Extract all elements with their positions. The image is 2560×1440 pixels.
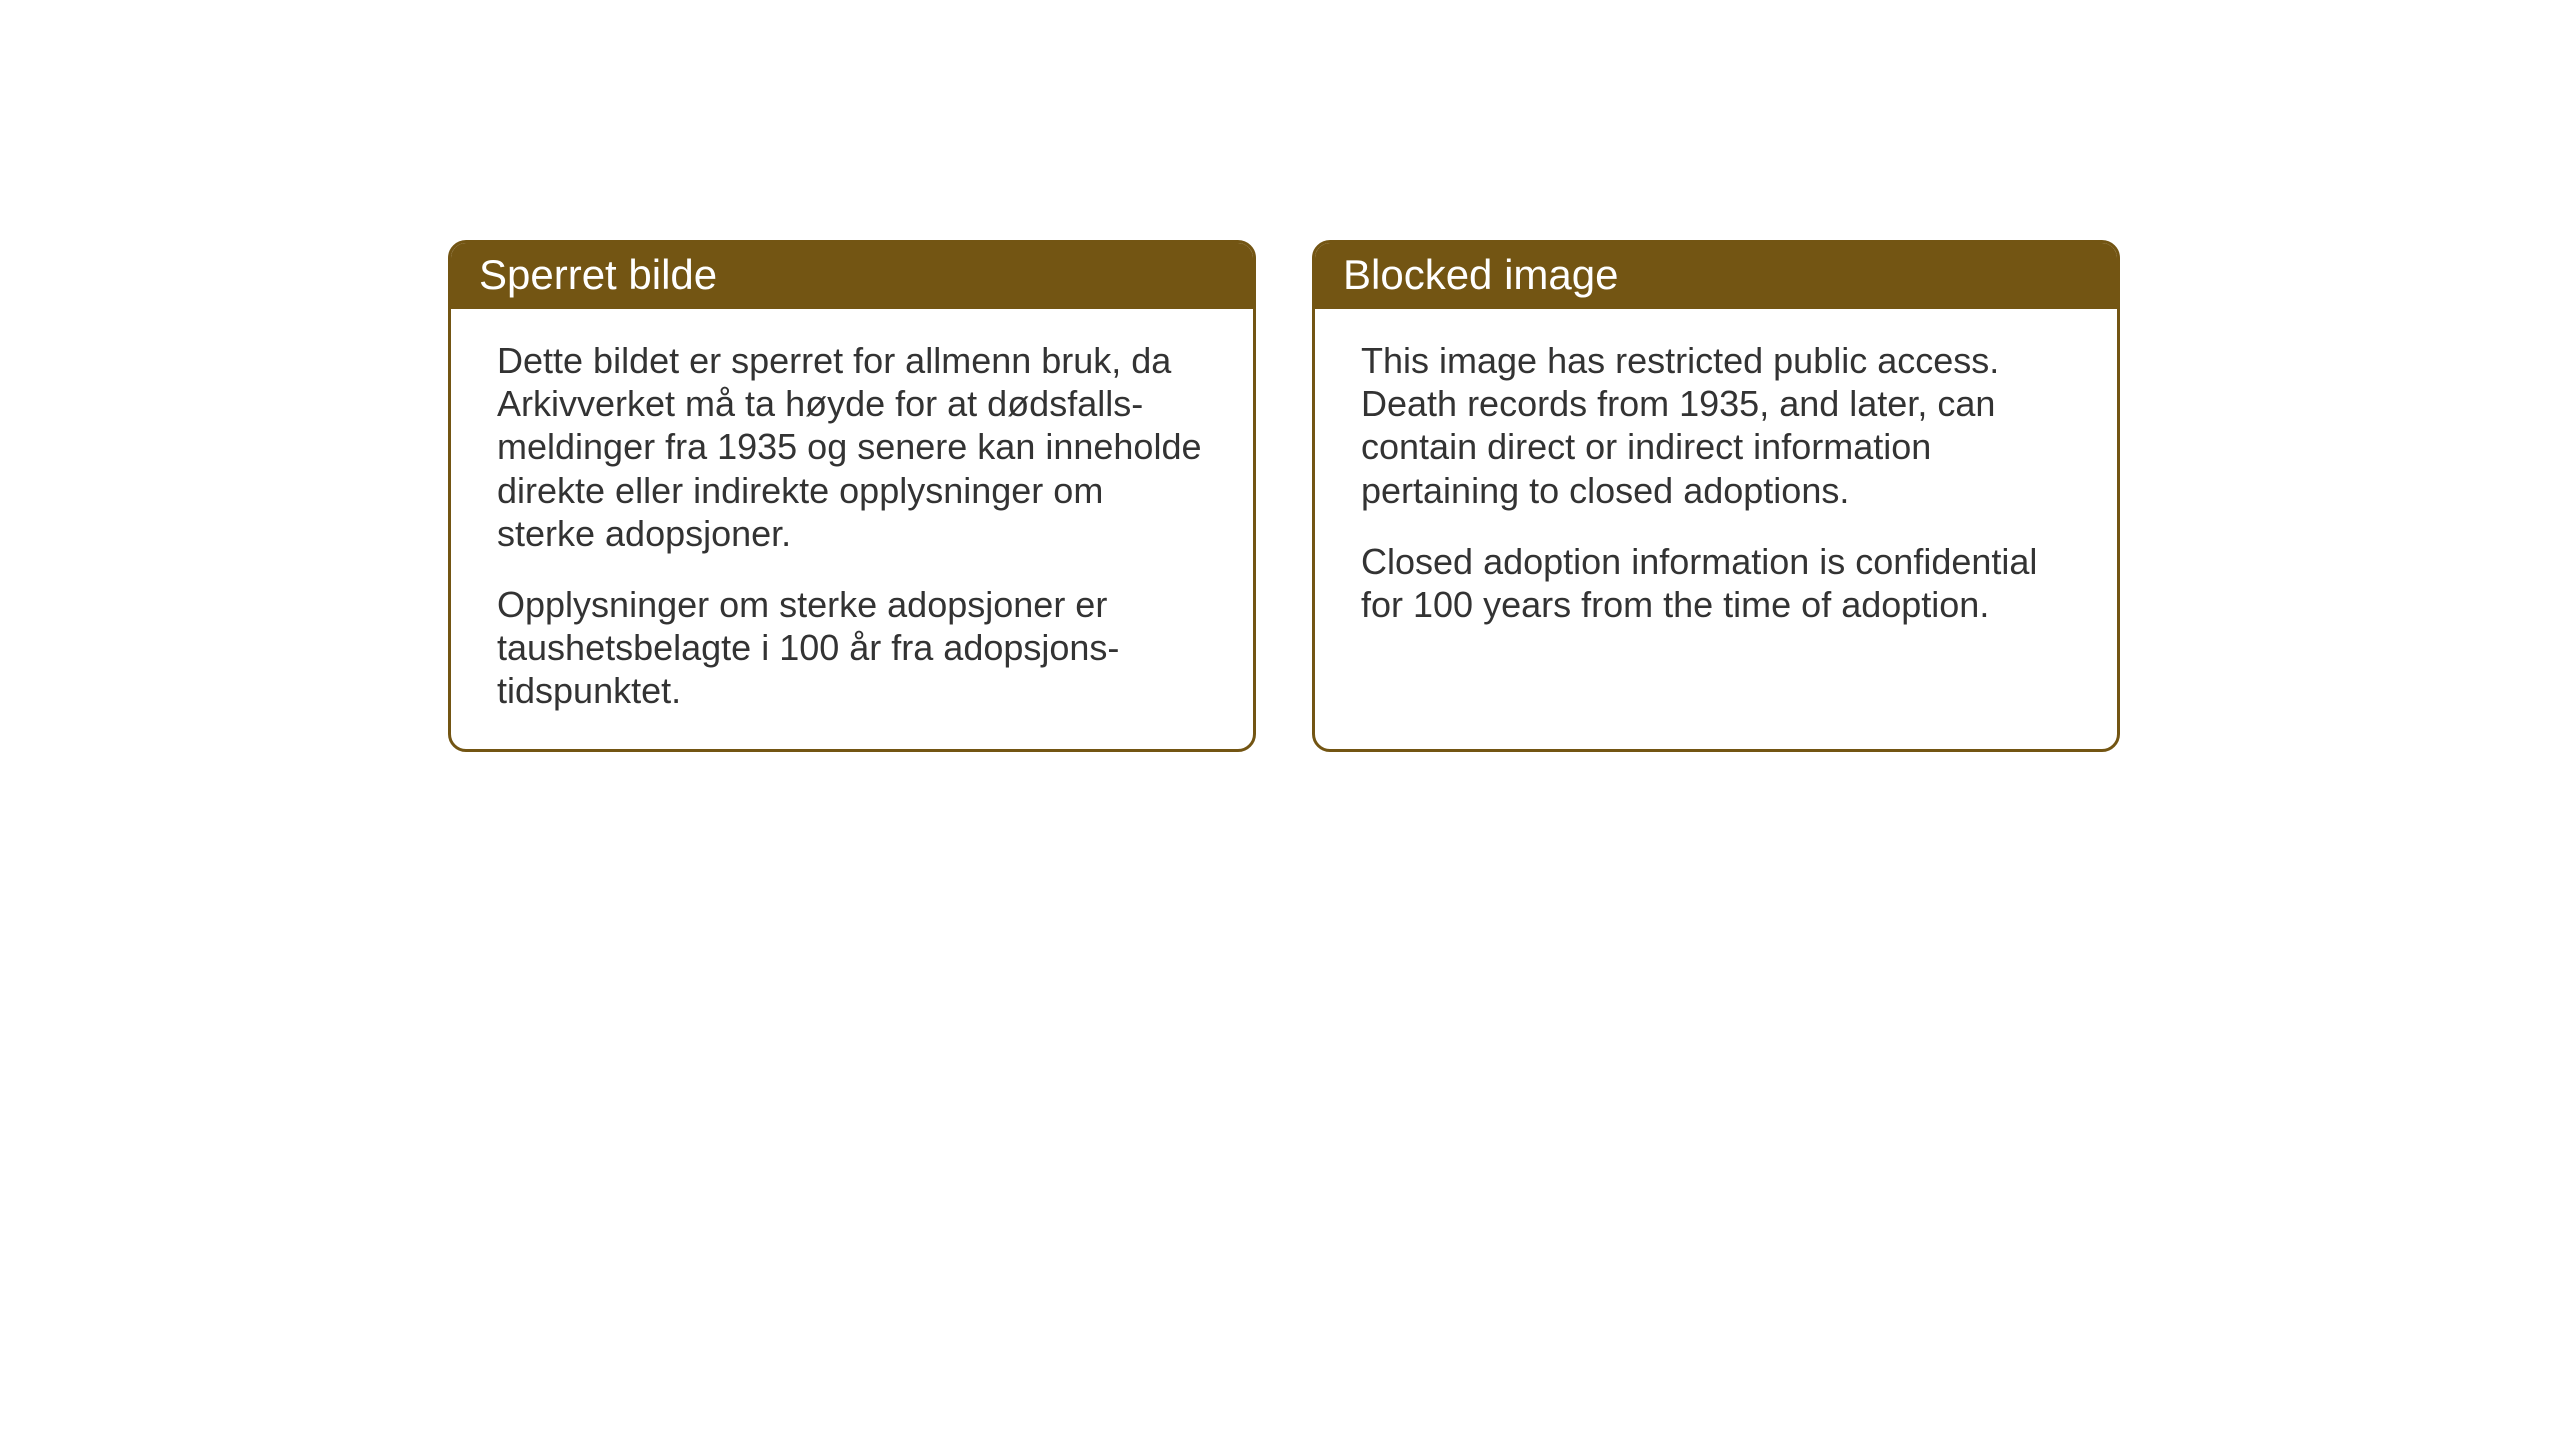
notice-box-english: Blocked image This image has restricted … bbox=[1312, 240, 2120, 752]
notice-paragraph-1-norwegian: Dette bildet er sperret for allmenn bruk… bbox=[497, 339, 1207, 555]
notice-paragraph-1-english: This image has restricted public access.… bbox=[1361, 339, 2071, 512]
notice-title-english: Blocked image bbox=[1343, 251, 1618, 298]
notice-header-norwegian: Sperret bilde bbox=[451, 243, 1253, 309]
notice-title-norwegian: Sperret bilde bbox=[479, 251, 717, 298]
notice-box-norwegian: Sperret bilde Dette bildet er sperret fo… bbox=[448, 240, 1256, 752]
notice-body-english: This image has restricted public access.… bbox=[1315, 309, 2117, 662]
notice-container: Sperret bilde Dette bildet er sperret fo… bbox=[448, 240, 2120, 752]
notice-paragraph-2-norwegian: Opplysninger om sterke adopsjoner er tau… bbox=[497, 583, 1207, 713]
notice-body-norwegian: Dette bildet er sperret for allmenn bruk… bbox=[451, 309, 1253, 749]
notice-paragraph-2-english: Closed adoption information is confident… bbox=[1361, 540, 2071, 626]
notice-header-english: Blocked image bbox=[1315, 243, 2117, 309]
